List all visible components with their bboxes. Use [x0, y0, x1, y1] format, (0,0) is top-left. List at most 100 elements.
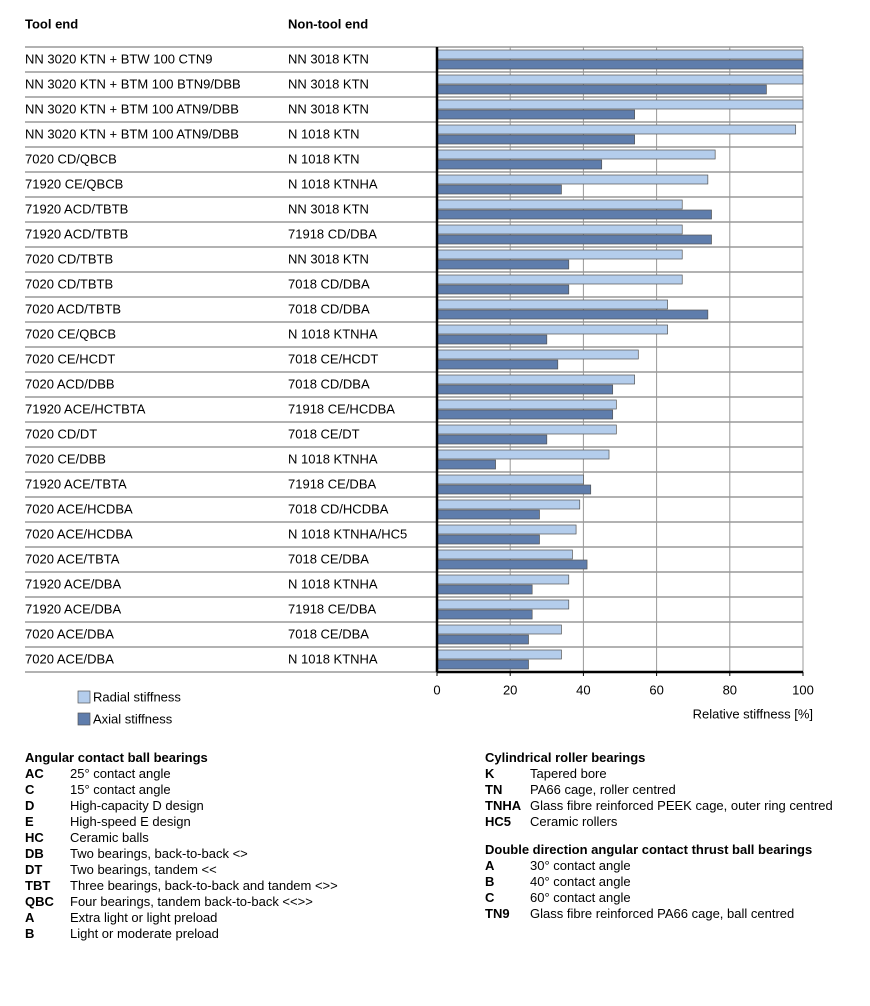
bar [436, 59, 804, 70]
note-code: TBT [25, 878, 51, 893]
bar [436, 159, 603, 170]
note-item: DT Two bearings, tandem << [25, 862, 445, 878]
column-header: Tool end [25, 16, 78, 31]
x-tick-label: 20 [503, 682, 517, 697]
note-item: K Tapered bore [485, 766, 865, 782]
note-text: High-speed E design [70, 814, 191, 829]
bar [436, 309, 709, 320]
non-tool-end-label: 7018 CE/HCDT [288, 351, 378, 366]
note-code: B [25, 926, 35, 941]
note-item: TNHA Glass fibre reinforced PEEK cage, ou… [485, 798, 865, 814]
non-tool-end-label: 71918 CE/HCDBA [288, 401, 395, 416]
bar [436, 484, 592, 495]
note-text: Tapered bore [530, 766, 607, 781]
bar [436, 599, 570, 610]
non-tool-end-label: N 1018 KTNHA [288, 326, 378, 341]
tool-end-label: 7020 CD/TBTB [25, 276, 113, 291]
bar [436, 384, 614, 395]
note-text: Light or moderate preload [70, 926, 219, 941]
bar [436, 424, 617, 435]
chart: Tool end Non-tool end 0 20 40 60 80 100 NN 3020 … [25, 16, 814, 726]
note-code: E [25, 814, 34, 829]
note-text: High-capacity D design [70, 798, 204, 813]
note-code: HC [25, 830, 44, 845]
note-text: Ceramic balls [70, 830, 149, 845]
bar [436, 459, 496, 470]
bar [436, 199, 683, 210]
bar [436, 284, 570, 295]
note-item: E High-speed E design [25, 814, 445, 830]
bar [436, 109, 635, 120]
bar [436, 334, 548, 345]
bar [436, 149, 716, 160]
note-item: QBC Four bearings, tandem back-to-back <<… [25, 894, 445, 910]
note-code: D [25, 798, 35, 813]
non-tool-end-label: NN 3018 KTN [288, 101, 369, 116]
notes-left: Angular contact ball bearings AC 25° conta… [25, 750, 445, 954]
bar [436, 509, 540, 520]
note-group: Cylindrical roller bearings K Tapered bore… [485, 750, 865, 830]
note-text: PA66 cage, roller centred [530, 782, 676, 797]
bar [436, 434, 548, 445]
non-tool-end-label: 71918 CE/DBA [288, 601, 376, 616]
note-code: A [485, 858, 495, 873]
note-item: D High-capacity D design [25, 798, 445, 814]
non-tool-end-label: NN 3018 KTN [288, 76, 369, 91]
bar [436, 649, 562, 660]
tool-end-label: NN 3020 KTN + BTM 100 BTN9/DBB [25, 76, 241, 91]
non-tool-end-label: 7018 CE/DBA [288, 626, 369, 641]
non-tool-end-label: N 1018 KTNHA [288, 176, 378, 191]
note-item: HC Ceramic balls [25, 830, 445, 846]
note-item: TN PA66 cage, roller centred [485, 782, 865, 798]
bar [436, 349, 639, 360]
tool-end-label: 71920 ACE/TBTA [25, 476, 127, 491]
legend-entry: Radial stiffness [93, 689, 181, 704]
tool-end-label: 71920 ACE/DBA [25, 601, 121, 616]
bar [436, 374, 635, 385]
note-item: B 40° contact angle [485, 874, 865, 890]
note-group: Double direction angular contact thrust … [485, 842, 865, 922]
tool-end-label: 71920 ACE/HCTBTA [25, 401, 146, 416]
bar [436, 584, 533, 595]
note-code: B [485, 874, 495, 889]
tool-end-label: 7020 CD/DT [25, 426, 97, 441]
notes-right: Cylindrical roller bearings K Tapered bore… [485, 750, 865, 934]
bar [436, 84, 767, 95]
note-text: 40° contact angle [530, 874, 631, 889]
bar [436, 274, 683, 285]
note-code: AC [25, 766, 44, 781]
non-tool-end-label: N 1018 KTNHA [288, 651, 378, 666]
tool-end-label: NN 3020 KTN + BTW 100 CTN9 [25, 51, 212, 66]
note-code: TNHA [485, 798, 522, 813]
note-text: Four bearings, tandem back-to-back <<>> [70, 894, 313, 909]
tool-end-label: 7020 ACE/DBA [25, 626, 114, 641]
note-title: Double direction angular contact thrust … [485, 842, 813, 857]
non-tool-end-label: NN 3018 KTN [288, 51, 369, 66]
note-code: TN [485, 782, 503, 797]
bar [436, 524, 577, 535]
tool-end-label: 7020 ACD/TBTB [25, 301, 121, 316]
bar [436, 124, 797, 135]
non-tool-end-label: NN 3018 KTN [288, 251, 369, 266]
note-text: Three bearings, back-to-back and tandem … [70, 878, 338, 893]
non-tool-end-label: 7018 CD/DBA [288, 376, 370, 391]
bar [436, 474, 584, 485]
non-tool-end-label: 71918 CE/DBA [288, 476, 376, 491]
note-item: TBT Three bearings, back-to-back and tand… [25, 878, 445, 894]
tool-end-label: 7020 CD/TBTB [25, 251, 113, 266]
non-tool-end-label: N 1018 KTNHA/HC5 [288, 526, 407, 541]
note-code: TN9 [485, 906, 510, 921]
bar [436, 49, 804, 60]
bar [436, 449, 610, 460]
legend-entry: Axial stiffness [93, 711, 173, 726]
bar [436, 534, 540, 545]
x-tick-label: 60 [649, 682, 663, 697]
tool-end-label: 7020 CE/DBB [25, 451, 106, 466]
bar [436, 324, 668, 335]
note-text: 60° contact angle [530, 890, 631, 905]
note-item: HC5 Ceramic rollers [485, 814, 865, 830]
non-tool-end-label: 7018 CD/HCDBA [288, 501, 389, 516]
note-code: HC5 [485, 814, 512, 829]
legend-swatch [77, 690, 91, 704]
